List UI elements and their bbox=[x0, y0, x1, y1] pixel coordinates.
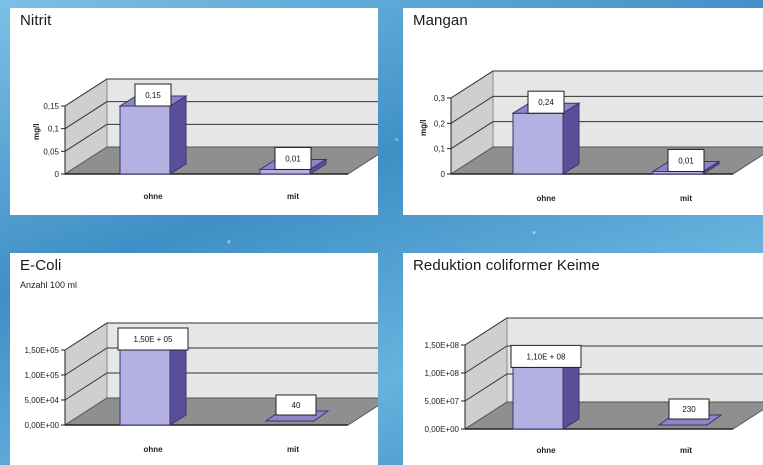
x-category-label: ohne bbox=[143, 445, 163, 454]
bar bbox=[512, 112, 564, 175]
data-label: 0,01 bbox=[285, 154, 301, 163]
chart-subtitle: Anzahl 100 ml bbox=[20, 280, 78, 290]
x-category-label: mit bbox=[680, 446, 692, 455]
data-label-box bbox=[667, 148, 705, 172]
chart-panel-e-coli: E-Coli Anzahl 100 ml 0,00E+00 5,00E+04 1,0… bbox=[10, 253, 378, 465]
bar-chart-e-coli: 0,00E+00 5,00E+04 1,00E+05 1,50E+05 1,50E + … bbox=[25, 322, 378, 454]
gridline bbox=[64, 123, 378, 152]
data-label: 230 bbox=[682, 405, 696, 414]
y-tick-label: 0,2 bbox=[434, 119, 446, 128]
gridline bbox=[64, 372, 378, 401]
bar bbox=[119, 105, 171, 175]
data-label: 0,24 bbox=[538, 98, 554, 107]
bar-side bbox=[562, 102, 580, 175]
bar-side bbox=[169, 339, 187, 426]
y-tick-label: 0 bbox=[441, 170, 446, 179]
data-label-box bbox=[274, 146, 312, 170]
chart-title: Mangan bbox=[413, 12, 468, 29]
bar-side bbox=[169, 95, 187, 175]
gridline bbox=[450, 95, 763, 124]
y-tick-label: 0 bbox=[55, 170, 60, 179]
data-label-box bbox=[134, 83, 172, 107]
data-label-box bbox=[510, 344, 582, 368]
data-label: 1,10E + 08 bbox=[527, 352, 566, 361]
chart-panel-nitrit: Nitrit 0 0,05 0,1 0,15 mg/l 0,15 ohne 0,01 mit bbox=[10, 8, 378, 215]
data-label-box bbox=[117, 327, 189, 351]
gridline bbox=[464, 345, 763, 374]
gridline bbox=[464, 317, 763, 346]
gridline bbox=[450, 121, 763, 150]
data-label-box bbox=[668, 398, 710, 420]
gridline bbox=[64, 347, 378, 376]
gridline bbox=[64, 322, 378, 351]
y-tick-label: 1,00E+05 bbox=[25, 371, 60, 380]
chart-title: E-Coli bbox=[20, 257, 62, 274]
y-tick-label: 0,00E+00 bbox=[25, 421, 60, 430]
y-tick-label: 0,1 bbox=[48, 125, 60, 134]
chart-panel-coliforme-keime: Reduktion coliformer Keime 0,00E+00 5,00E… bbox=[403, 253, 763, 465]
y-tick-label: 1,50E+08 bbox=[425, 341, 460, 350]
x-category-label: ohne bbox=[536, 194, 556, 203]
y-tick-label: 1,50E+05 bbox=[25, 346, 60, 355]
y-tick-label: 0,15 bbox=[43, 102, 59, 111]
bar bbox=[259, 168, 311, 175]
chart-floor bbox=[63, 397, 378, 426]
x-category-label: mit bbox=[680, 194, 692, 203]
chart-floor bbox=[63, 146, 378, 175]
y-tick-label: 0,1 bbox=[434, 145, 446, 154]
data-label-box bbox=[275, 394, 317, 416]
data-label-box bbox=[527, 90, 565, 114]
x-category-label: ohne bbox=[536, 446, 556, 455]
chart-title: Reduktion coliformer Keime bbox=[413, 257, 600, 274]
bar-chart-mangan: 0 0,1 0,2 0,3 mg/l 0,24 ohne 0,01 mit bbox=[419, 70, 763, 203]
bar-chart-coliforme-keime: 0,00E+00 5,00E+07 1,00E+08 1,50E+08 1,10E + … bbox=[425, 317, 763, 455]
bar-chart-nitrit: 0 0,05 0,1 0,15 mg/l 0,15 ohne 0,01 mit bbox=[32, 78, 378, 201]
x-category-label: mit bbox=[287, 445, 299, 454]
gridline bbox=[64, 101, 378, 130]
bar-side bbox=[562, 356, 580, 430]
bar bbox=[512, 366, 564, 430]
x-category-label: mit bbox=[287, 192, 299, 201]
y-tick-label: 5,00E+04 bbox=[25, 396, 60, 405]
y-tick-label: 0,05 bbox=[43, 147, 59, 156]
y-axis-label: mg/l bbox=[32, 124, 41, 140]
chart-panel-mangan: Mangan 0 0,1 0,2 0,3 mg/l 0,24 ohne 0,01 mit bbox=[403, 8, 763, 215]
y-axis-label: mg/l bbox=[419, 120, 428, 136]
chart-floor bbox=[449, 146, 763, 175]
gridline bbox=[64, 78, 378, 107]
chart-title: Nitrit bbox=[20, 12, 52, 29]
y-tick-label: 5,00E+07 bbox=[425, 397, 460, 406]
data-label: 40 bbox=[292, 401, 301, 410]
data-label: 0,01 bbox=[678, 156, 694, 165]
data-label: 1,50E + 05 bbox=[134, 335, 173, 344]
gridline bbox=[464, 373, 763, 402]
y-tick-label: 0,00E+00 bbox=[425, 425, 460, 434]
x-category-label: ohne bbox=[143, 192, 163, 201]
data-label: 0,15 bbox=[145, 91, 161, 100]
bar bbox=[119, 349, 171, 426]
y-tick-label: 1,00E+08 bbox=[425, 369, 460, 378]
gridline bbox=[450, 70, 763, 99]
y-tick-label: 0,3 bbox=[434, 94, 446, 103]
